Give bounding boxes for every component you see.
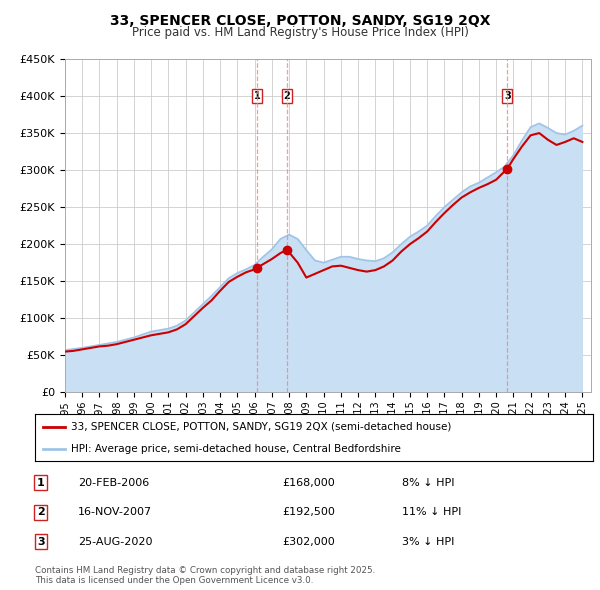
Text: £192,500: £192,500 (282, 507, 335, 517)
Text: 33, SPENCER CLOSE, POTTON, SANDY, SG19 2QX (semi-detached house): 33, SPENCER CLOSE, POTTON, SANDY, SG19 2… (71, 422, 451, 432)
Text: 2: 2 (37, 507, 44, 517)
Text: 1: 1 (253, 91, 260, 101)
Text: 3: 3 (37, 537, 44, 546)
Text: 16-NOV-2007: 16-NOV-2007 (78, 507, 152, 517)
Text: £168,000: £168,000 (282, 478, 335, 487)
Text: 8% ↓ HPI: 8% ↓ HPI (402, 478, 455, 487)
Text: 2: 2 (284, 91, 290, 101)
Text: £302,000: £302,000 (282, 537, 335, 546)
Text: 25-AUG-2020: 25-AUG-2020 (78, 537, 152, 546)
Text: 3% ↓ HPI: 3% ↓ HPI (402, 537, 454, 546)
Text: 3: 3 (504, 91, 511, 101)
Text: 11% ↓ HPI: 11% ↓ HPI (402, 507, 461, 517)
Text: 33, SPENCER CLOSE, POTTON, SANDY, SG19 2QX: 33, SPENCER CLOSE, POTTON, SANDY, SG19 2… (110, 14, 490, 28)
Text: 1: 1 (37, 478, 44, 487)
Text: HPI: Average price, semi-detached house, Central Bedfordshire: HPI: Average price, semi-detached house,… (71, 444, 401, 454)
Text: 20-FEB-2006: 20-FEB-2006 (78, 478, 149, 487)
Text: Contains HM Land Registry data © Crown copyright and database right 2025.
This d: Contains HM Land Registry data © Crown c… (35, 566, 375, 585)
Text: Price paid vs. HM Land Registry's House Price Index (HPI): Price paid vs. HM Land Registry's House … (131, 26, 469, 39)
